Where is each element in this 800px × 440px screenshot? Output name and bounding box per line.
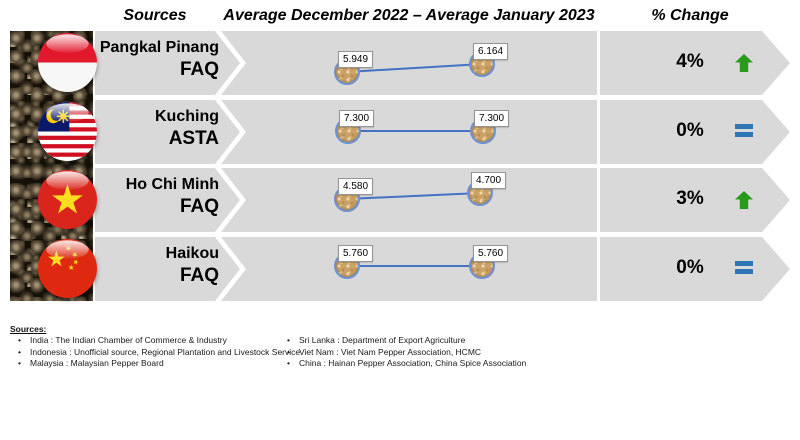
trend-line bbox=[346, 192, 481, 200]
jan-value-label: 4.700 bbox=[471, 172, 507, 189]
market-name: Haikou bbox=[165, 245, 219, 262]
change-band: 0% bbox=[600, 237, 790, 301]
equals-icon bbox=[735, 261, 753, 275]
trend-line bbox=[346, 63, 483, 73]
list-item: Sri Lanka : Department of Export Agricul… bbox=[279, 335, 526, 347]
jan-value-label: 6.164 bbox=[473, 43, 509, 60]
pct-change-value: 0% bbox=[676, 257, 704, 278]
list-item: Viet Nam : Viet Nam Pepper Association, … bbox=[279, 347, 526, 359]
trend-band: 7.300 7.300 bbox=[221, 100, 597, 164]
trend-line bbox=[348, 130, 483, 132]
trend-band: 5.949 6.164 bbox=[221, 31, 597, 95]
pct-change-value: 0% bbox=[676, 120, 704, 141]
trend-line bbox=[347, 265, 482, 267]
list-item: Malaysia : Malaysian Pepper Board bbox=[10, 358, 300, 370]
equals-icon bbox=[735, 124, 753, 138]
list-item: India : The Indian Chamber of Commerce &… bbox=[10, 335, 300, 347]
malaysia-flag-icon bbox=[38, 102, 97, 161]
grade-label: FAQ bbox=[179, 59, 219, 80]
grade-label: ASTA bbox=[168, 128, 219, 149]
change-band: 3% bbox=[600, 168, 790, 232]
indonesia-flag-icon bbox=[38, 33, 97, 92]
column-header-change: % Change bbox=[651, 7, 729, 24]
footer-sources-right-list: Sri Lanka : Department of Export Agricul… bbox=[279, 335, 526, 370]
change-band: 4% bbox=[600, 31, 790, 95]
footer-sources-left-list: India : The Indian Chamber of Commerce &… bbox=[10, 335, 300, 370]
grade-label: FAQ bbox=[179, 196, 219, 217]
dec-value-label: 5.760 bbox=[338, 245, 374, 262]
pct-change-value: 4% bbox=[676, 51, 704, 72]
dec-value-label: 5.949 bbox=[338, 51, 374, 68]
vietnam-flag-icon bbox=[38, 170, 97, 229]
jan-value-label: 5.760 bbox=[473, 245, 509, 262]
row-haikou: Haikou FAQ 5.760 5.760 0% bbox=[0, 237, 800, 301]
row-ho-chi-minh: Ho Chi Minh FAQ 4.580 4.700 3% bbox=[0, 168, 800, 232]
change-band: 0% bbox=[600, 100, 790, 164]
trend-band: 4.580 4.700 bbox=[221, 168, 597, 232]
row-kuching: Kuching ASTA 7.300 7.300 0% bbox=[0, 100, 800, 164]
row-pangkal-pinang: Pangkal Pinang FAQ 5.949 6.164 4% bbox=[0, 31, 800, 95]
dec-value-label: 4.580 bbox=[338, 178, 374, 195]
dec-value-label: 7.300 bbox=[339, 110, 375, 127]
china-flag-icon bbox=[38, 239, 97, 298]
column-header-sources: Sources bbox=[123, 7, 187, 24]
grade-label: FAQ bbox=[179, 265, 219, 286]
source-band: Haikou FAQ bbox=[95, 237, 240, 301]
up-arrow-icon bbox=[735, 191, 753, 209]
source-band: Pangkal Pinang FAQ bbox=[95, 31, 240, 95]
pct-change-value: 3% bbox=[676, 188, 704, 209]
market-name: Ho Chi Minh bbox=[125, 176, 219, 193]
source-band: Ho Chi Minh FAQ bbox=[95, 168, 240, 232]
trend-band: 5.760 5.760 bbox=[221, 237, 597, 301]
market-name: Pangkal Pinang bbox=[99, 39, 219, 56]
market-name: Kuching bbox=[155, 108, 219, 125]
jan-value-label: 7.300 bbox=[474, 110, 510, 127]
list-item: China : Hainan Pepper Association, China… bbox=[279, 358, 526, 370]
up-arrow-icon bbox=[735, 54, 753, 72]
source-band: Kuching ASTA bbox=[95, 100, 240, 164]
column-header-period: Average December 2022 – Average January … bbox=[223, 7, 595, 24]
list-item: Indonesia : Unofficial source, Regional … bbox=[10, 347, 300, 359]
footer-sources-title: Sources: bbox=[10, 324, 47, 334]
